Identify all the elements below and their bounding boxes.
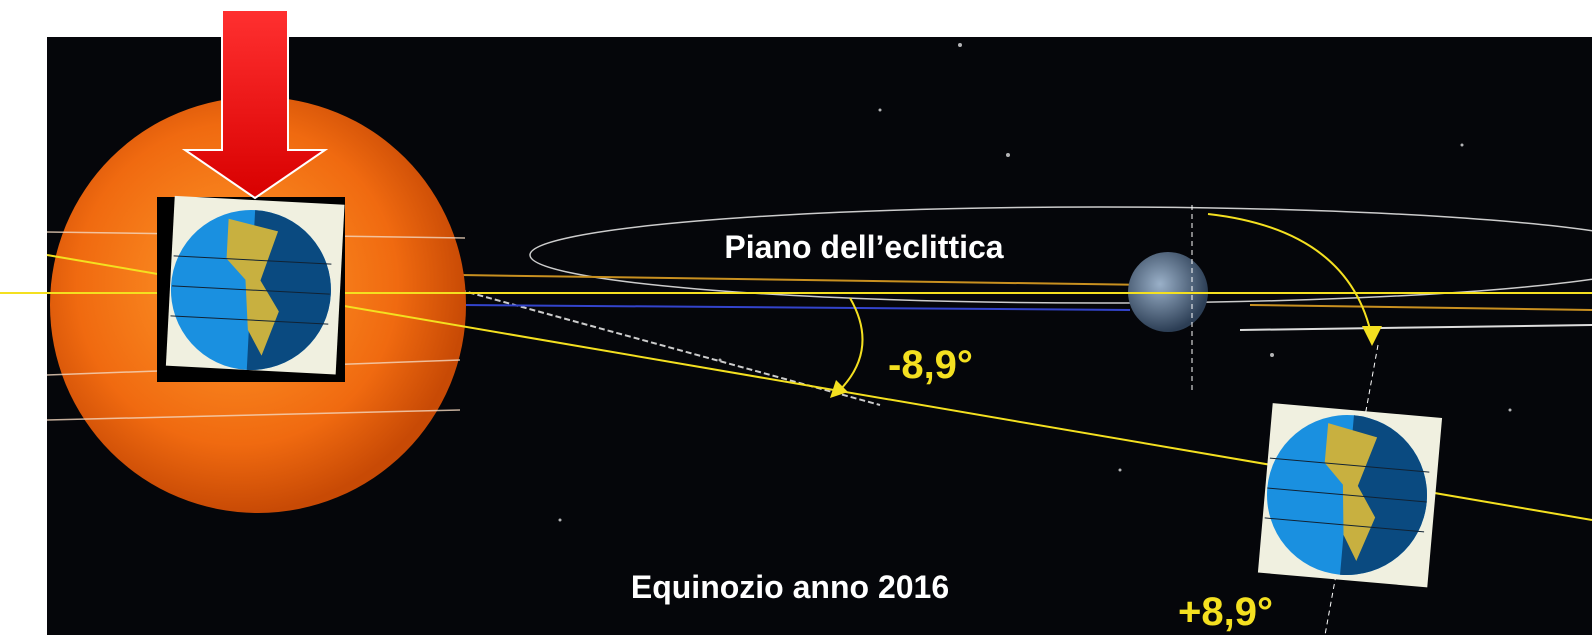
negative-angle-label: -8,9° (888, 343, 973, 387)
positive-angle-label: +8,9° (1178, 590, 1273, 634)
ecliptic-plane-label: Piano dell’eclittica (724, 229, 1003, 265)
diagram: Piano dell’eclittica -8,9° Equinozio ann… (0, 0, 1592, 635)
equinox-label: Equinozio anno 2016 (631, 569, 949, 605)
globe-icon (157, 196, 345, 382)
globe-icon (1258, 403, 1442, 587)
